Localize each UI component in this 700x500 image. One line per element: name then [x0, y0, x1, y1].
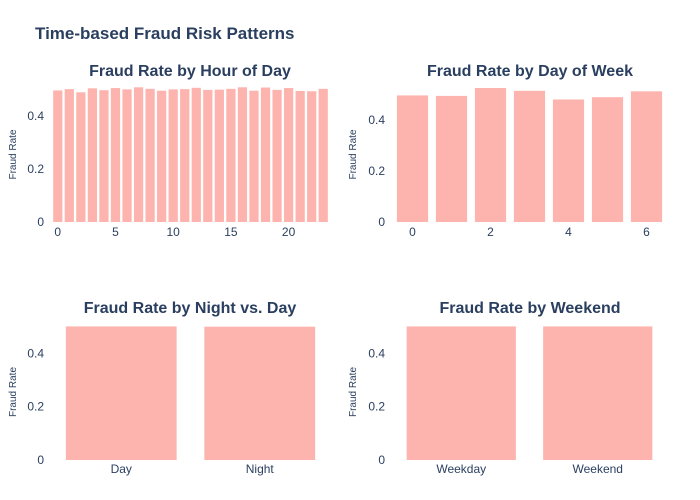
subplot-title-2: Fraud Rate by Night vs. Day [84, 300, 297, 317]
x-tick-label-1-2: 4 [565, 225, 572, 239]
y-axis-label-1: Fraud Rate [348, 129, 359, 179]
subplot-title-0: Fraud Rate by Hour of Day [89, 63, 291, 80]
x-tick-label-1-3: 6 [643, 225, 650, 239]
bar-0-6 [122, 89, 132, 222]
bar-0-14 [214, 89, 224, 222]
bar-0-9 [157, 90, 167, 223]
bar-0-7 [133, 87, 144, 222]
x-tick-label-3-0: Weekday [436, 462, 486, 476]
bar-0-5 [110, 88, 121, 222]
subplot-title-1: Fraud Rate by Day of Week [427, 63, 633, 80]
bar-0-17 [249, 90, 259, 223]
main-title: Time-based Fraud Risk Patterns [35, 24, 295, 43]
y-tick-label-3-1: 0.2 [368, 400, 385, 414]
bar-1-0 [396, 95, 429, 222]
bar-1-1 [435, 95, 468, 222]
bar-0-16 [237, 87, 248, 222]
x-tick-label-0-4: 20 [282, 225, 296, 239]
bar-2-day [65, 326, 177, 460]
bar-1-4 [552, 99, 585, 222]
y-tick-label-2-1: 0.2 [27, 400, 44, 414]
bar-1-5 [591, 97, 624, 222]
y-tick-label-1-1: 0.2 [368, 164, 385, 178]
y-tick-label-0-2: 0.4 [27, 109, 44, 123]
y-axis-label-0: Fraud Rate [8, 129, 19, 179]
y-tick-label-0-1: 0.2 [27, 162, 44, 176]
bar-0-19 [272, 89, 282, 222]
bar-0-18 [260, 87, 271, 222]
x-tick-label-0-0: 0 [54, 225, 61, 239]
bar-0-21 [295, 90, 305, 223]
bar-0-2 [76, 92, 86, 222]
x-tick-label-2-1: Night [246, 462, 275, 476]
bar-0-1 [64, 89, 74, 222]
x-tick-label-0-2: 10 [167, 225, 181, 239]
subplot-title-3: Fraud Rate by Weekend [439, 300, 620, 317]
x-tick-label-3-1: Weekend [573, 462, 623, 476]
y-tick-label-1-2: 0.4 [368, 113, 385, 127]
bar-1-3 [513, 90, 546, 222]
bar-0-3 [87, 88, 98, 222]
y-tick-label-3-2: 0.4 [368, 346, 385, 360]
y-axis-label-3: Fraud Rate [348, 367, 359, 417]
x-tick-label-1-0: 0 [409, 225, 416, 239]
x-tick-label-1-1: 2 [487, 225, 494, 239]
x-tick-label-0-1: 5 [112, 225, 119, 239]
bar-0-15 [226, 88, 236, 223]
bar-0-23 [318, 88, 328, 223]
bar-1-2 [474, 88, 507, 223]
bar-0-12 [191, 87, 201, 222]
bar-0-22 [307, 91, 317, 222]
bar-0-10 [168, 89, 178, 222]
bar-0-8 [145, 88, 155, 223]
y-axis-label-2: Fraud Rate [8, 367, 19, 417]
bar-3-weekend [543, 326, 653, 460]
bar-1-6 [630, 91, 663, 222]
bar-0-4 [99, 90, 109, 222]
y-tick-label-2-2: 0.4 [27, 346, 44, 360]
y-tick-label-2-0: 0 [37, 453, 44, 467]
bar-2-night [204, 326, 316, 460]
y-tick-label-1-0: 0 [378, 215, 385, 229]
bar-0-13 [203, 89, 213, 222]
y-tick-label-3-0: 0 [378, 453, 385, 467]
bar-0-11 [180, 89, 190, 222]
bar-3-weekday [406, 326, 516, 460]
x-tick-label-0-3: 15 [224, 225, 238, 239]
x-tick-label-2-0: Day [111, 462, 132, 476]
bar-0-0 [53, 90, 63, 222]
y-tick-label-0-0: 0 [37, 215, 44, 229]
bar-0-20 [283, 88, 294, 222]
